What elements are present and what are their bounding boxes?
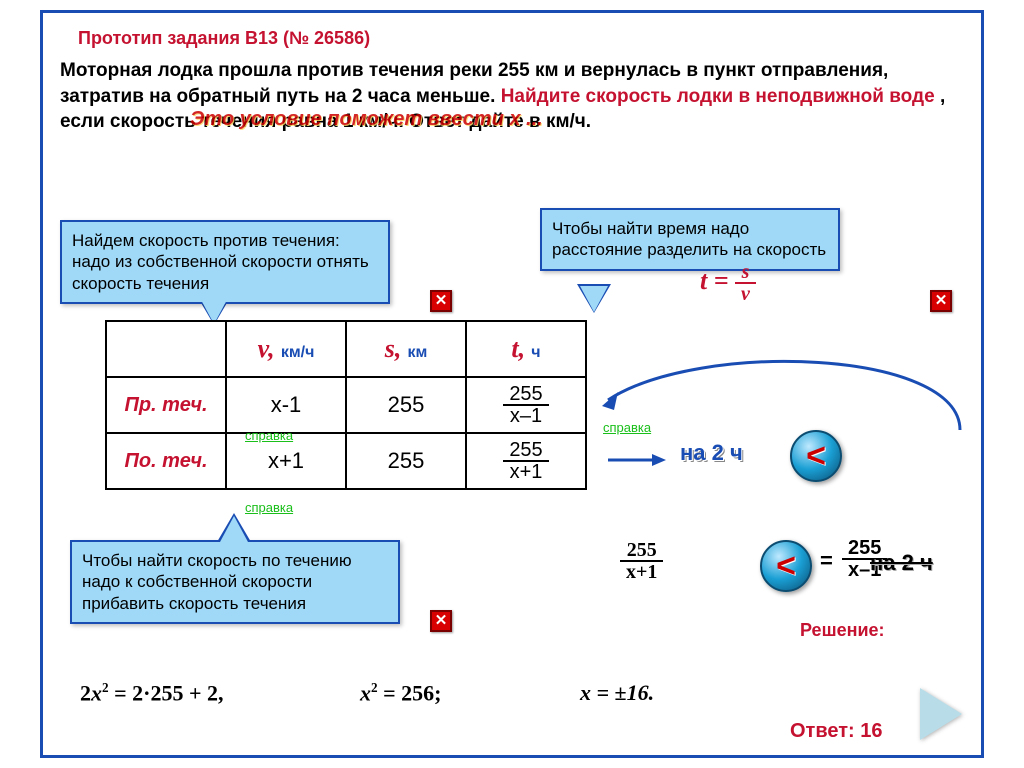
- eq-sign: =: [820, 548, 833, 574]
- col-s: s, км: [346, 321, 466, 377]
- table-row-with: По. теч. x+1 255 255x+1: [106, 433, 586, 489]
- problem-highlight: Найдите скорость лодки в неподвижной вод…: [501, 86, 935, 107]
- callout-against-current: Найдем скорость против течения: надо из …: [60, 220, 390, 304]
- col-t: t, ч: [466, 321, 586, 377]
- next-slide-button[interactable]: [920, 688, 962, 740]
- callout-text: Найдем скорость против течения: надо из …: [72, 231, 369, 293]
- callout-tail: [580, 286, 608, 312]
- less-than-icon: <: [776, 547, 796, 586]
- formula-numerator: s: [735, 262, 756, 284]
- less-than-icon: <: [806, 437, 826, 476]
- cell-s: 255: [346, 377, 466, 433]
- solution-label: Решение:: [800, 620, 885, 641]
- callout-time-formula: Чтобы найти время надо расстояние раздел…: [540, 208, 840, 271]
- help-link[interactable]: справка: [245, 500, 293, 515]
- cell-t: 255x–1: [466, 377, 586, 433]
- time-diff-label: на 2 ч: [680, 440, 743, 466]
- less-than-ball: <: [760, 540, 812, 592]
- formula-lhs: t =: [700, 266, 729, 295]
- table-row-against: Пр. теч. x-1 255 255x–1: [106, 377, 586, 433]
- task-title: Прототип задания B13 (№ 26586): [78, 28, 370, 49]
- less-than-ball: <: [790, 430, 842, 482]
- time-formula: t = s v: [700, 262, 756, 304]
- close-callout-button[interactable]: ✕: [430, 610, 452, 632]
- cell-v: x-1: [226, 377, 346, 433]
- col-v: v, км/ч: [226, 321, 346, 377]
- overlay-hint: Это условие поможет ввести х ...: [190, 108, 543, 131]
- cell-t: 255x+1: [466, 433, 586, 489]
- cell-s: 255: [346, 433, 466, 489]
- solution-step-1: 2x2 = 2·255 + 2,: [80, 680, 224, 706]
- callout-text: Чтобы найти скорость по течению надо к с…: [82, 551, 352, 613]
- close-callout-button[interactable]: ✕: [430, 290, 452, 312]
- help-link[interactable]: справка: [245, 428, 293, 443]
- callout-text: Чтобы найти время надо расстояние раздел…: [552, 219, 826, 259]
- answer-label: Ответ: 16: [790, 720, 883, 743]
- time-diff-label-2: на 2 ч: [870, 550, 933, 576]
- table-corner: [106, 321, 226, 377]
- close-callout-button[interactable]: ✕: [930, 290, 952, 312]
- callout-tail: [220, 516, 248, 542]
- formula-denominator: v: [735, 284, 756, 304]
- data-table: v, км/ч s, км t, ч Пр. теч. x-1 255 255x…: [105, 320, 587, 490]
- row-label: По. теч.: [106, 433, 226, 489]
- help-link[interactable]: справка: [603, 420, 651, 435]
- solution-step-3: x = ±16.: [580, 680, 654, 706]
- equation-row: 255x+1: [620, 540, 663, 582]
- row-label: Пр. теч.: [106, 377, 226, 433]
- solution-step-2: x2 = 256;: [360, 680, 441, 706]
- callout-with-current: Чтобы найти скорость по течению надо к с…: [70, 540, 400, 624]
